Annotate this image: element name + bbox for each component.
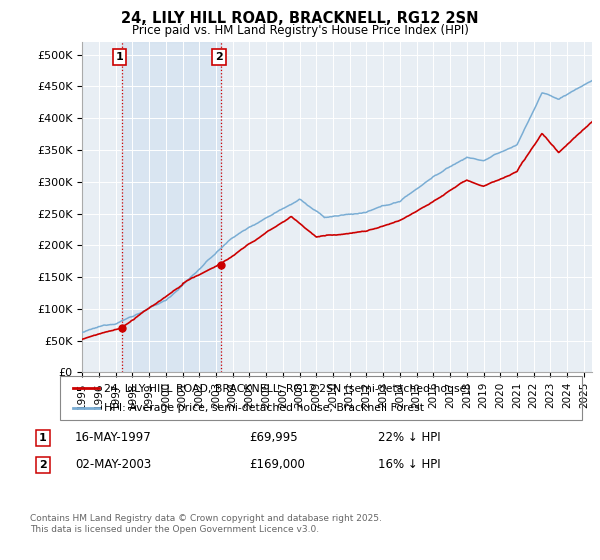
- Text: 02-MAY-2003: 02-MAY-2003: [75, 458, 151, 472]
- Bar: [122, 42, 221, 372]
- Text: Contains HM Land Registry data © Crown copyright and database right 2025.
This d: Contains HM Land Registry data © Crown c…: [30, 514, 382, 534]
- Text: 24, LILY HILL ROAD, BRACKNELL, RG12 2SN: 24, LILY HILL ROAD, BRACKNELL, RG12 2SN: [121, 11, 479, 26]
- Text: £169,000: £169,000: [249, 458, 305, 472]
- Text: 16-MAY-1997: 16-MAY-1997: [75, 431, 152, 445]
- Text: 22% ↓ HPI: 22% ↓ HPI: [378, 431, 440, 445]
- Text: 2: 2: [39, 460, 47, 470]
- Text: Price paid vs. HM Land Registry's House Price Index (HPI): Price paid vs. HM Land Registry's House …: [131, 24, 469, 36]
- Text: 16% ↓ HPI: 16% ↓ HPI: [378, 458, 440, 472]
- Text: 1: 1: [115, 52, 123, 62]
- Text: £69,995: £69,995: [249, 431, 298, 445]
- Text: 2: 2: [215, 52, 223, 62]
- Text: HPI: Average price, semi-detached house, Bracknell Forest: HPI: Average price, semi-detached house,…: [104, 403, 424, 413]
- Text: 24, LILY HILL ROAD, BRACKNELL, RG12 2SN (semi-detached house): 24, LILY HILL ROAD, BRACKNELL, RG12 2SN …: [104, 383, 471, 393]
- Text: 1: 1: [39, 433, 47, 443]
